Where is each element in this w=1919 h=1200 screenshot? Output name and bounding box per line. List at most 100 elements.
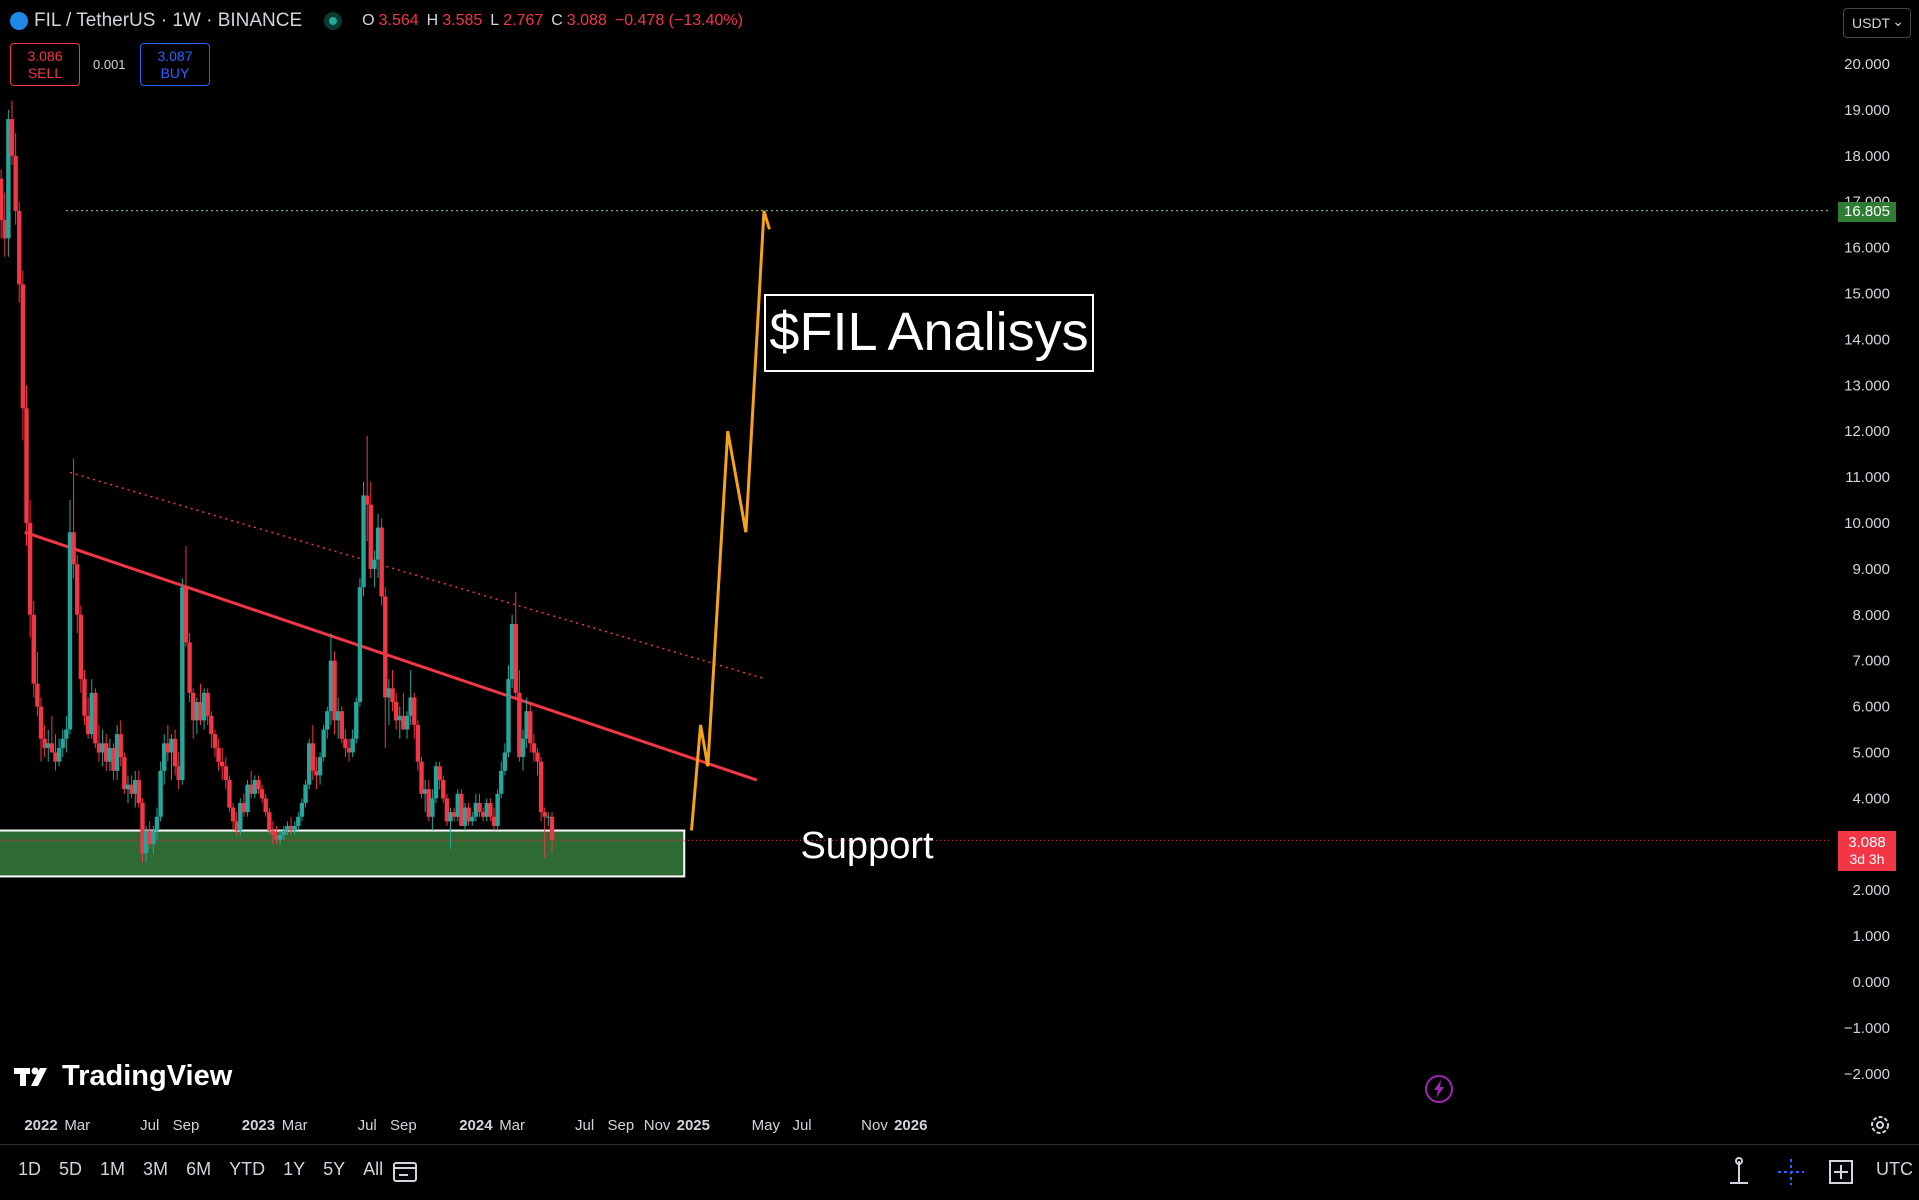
y-tick-label: 7.000 <box>1852 653 1890 670</box>
candle <box>292 821 297 836</box>
candle <box>491 807 497 831</box>
crosshair-icon[interactable] <box>1774 1155 1808 1189</box>
candle <box>104 734 109 771</box>
candle-body <box>60 738 65 748</box>
candle <box>404 711 410 739</box>
goto-date-icon[interactable] <box>388 1155 422 1189</box>
candle <box>484 798 489 822</box>
candle-body <box>379 527 384 597</box>
candle-body <box>459 793 464 826</box>
candle <box>426 780 431 822</box>
auto-scale-icon[interactable] <box>1824 1155 1858 1189</box>
candle <box>408 669 413 725</box>
y-tick-label: 8.000 <box>1852 607 1890 624</box>
range-6m-button[interactable]: 6M <box>186 1159 212 1179</box>
candle-body <box>542 812 547 817</box>
candle-body <box>17 210 22 285</box>
y-tick-label: 13.000 <box>1844 377 1890 394</box>
sell-button[interactable]: 3.086 SELL <box>10 43 80 86</box>
candle <box>462 802 468 831</box>
current-price-text: 3.088 <box>1848 834 1886 851</box>
candle-body <box>441 780 446 799</box>
measure-tool-icon[interactable] <box>1722 1155 1756 1189</box>
range-all-button[interactable]: All <box>363 1159 384 1179</box>
symbol-header[interactable]: FIL / TetherUS · 1W · BINANCE O 3.564 H 3.… <box>10 8 747 34</box>
candle <box>310 724 315 781</box>
candle-body <box>466 807 471 822</box>
candle <box>169 734 174 781</box>
lightning-icon[interactable] <box>1424 1074 1454 1104</box>
candle <box>56 738 62 767</box>
range-5y-button[interactable]: 5Y <box>323 1159 346 1179</box>
candle-body <box>419 761 424 794</box>
range-5d-button[interactable]: 5D <box>59 1159 83 1179</box>
analysis-title[interactable]: $FIL Analisys <box>764 294 1094 372</box>
candle <box>346 738 352 762</box>
y-tick-label: 10.000 <box>1844 515 1890 532</box>
candle <box>506 665 511 758</box>
candle-body <box>480 812 486 817</box>
y-tick-label: 20.000 <box>1844 56 1890 73</box>
range-1d-button[interactable]: 1D <box>18 1159 42 1179</box>
candle-body <box>437 766 442 781</box>
candle-body <box>455 793 460 817</box>
currency-select[interactable]: USDT ⌄ <box>1843 8 1911 38</box>
candle-body <box>368 504 373 569</box>
candle <box>42 724 47 758</box>
close-key: C <box>551 12 563 29</box>
candle-body <box>9 119 15 156</box>
upper-dotted-trendline[interactable] <box>69 471 767 680</box>
market-status-icon[interactable] <box>324 12 343 30</box>
symbol-title[interactable]: FIL / TetherUS · 1W · BINANCE <box>34 10 303 31</box>
descending-trendline[interactable] <box>24 530 758 782</box>
tradingview-logo[interactable]: TradingView <box>14 1060 232 1093</box>
candle-body <box>430 798 435 817</box>
candle-body <box>0 178 4 221</box>
candle-body <box>245 784 250 813</box>
range-ytd-button[interactable]: YTD <box>229 1159 266 1179</box>
support-label[interactable]: Support <box>800 825 934 867</box>
range-3m-button[interactable]: 3M <box>143 1159 169 1179</box>
settings-gear-icon[interactable] <box>1868 1113 1892 1137</box>
candle-body <box>136 780 142 803</box>
candle <box>2 192 7 257</box>
candle <box>191 688 196 739</box>
candle <box>212 729 218 758</box>
candle <box>180 578 185 785</box>
buy-button[interactable]: 3.087 BUY <box>140 43 210 86</box>
candle-body <box>520 738 526 758</box>
projection-path[interactable] <box>690 210 771 831</box>
candle <box>133 770 138 808</box>
candle <box>470 812 475 826</box>
candle-body <box>82 679 87 716</box>
candle-body <box>299 802 305 817</box>
candle-body <box>335 711 341 721</box>
candle-body <box>549 816 555 840</box>
candle-body <box>6 119 11 239</box>
candle <box>379 518 384 606</box>
candle <box>9 100 15 165</box>
candle-body <box>513 623 518 693</box>
candle <box>368 481 373 579</box>
sell-label: SELL <box>27 65 63 81</box>
candle-body <box>412 697 417 725</box>
x-tick-label: Mar <box>64 1117 90 1134</box>
candle-body <box>303 784 308 803</box>
candle <box>350 729 355 758</box>
candle-body <box>122 757 127 790</box>
candle <box>216 738 221 771</box>
candle <box>20 270 26 441</box>
candle-body <box>361 495 366 588</box>
candle <box>241 793 247 817</box>
support-zone[interactable] <box>0 829 686 878</box>
tradingview-icon <box>14 1067 47 1086</box>
candle <box>277 830 283 845</box>
timezone-label[interactable]: UTC <box>1876 1159 1913 1179</box>
candle <box>64 715 69 753</box>
range-1y-button[interactable]: 1Y <box>283 1159 306 1179</box>
candle <box>317 752 323 785</box>
candle-body <box>332 660 337 721</box>
range-1m-button[interactable]: 1M <box>100 1159 126 1179</box>
candle-body <box>71 532 76 565</box>
